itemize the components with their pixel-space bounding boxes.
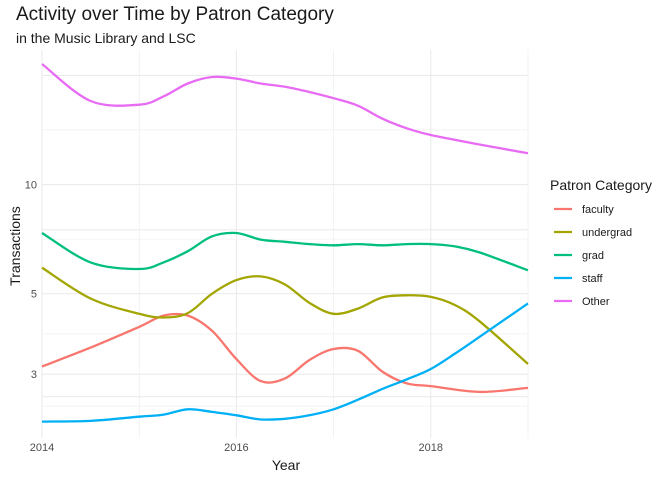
x-axis-ticks: 2014 2016 2018 [30, 442, 443, 454]
major-gridlines [41, 50, 528, 438]
legend-label-undergrad: undergrad [582, 227, 632, 239]
series-line-other [41, 63, 529, 155]
y-tick-label: 10 [25, 180, 37, 192]
y-axis-ticks: 3 5 10 [25, 180, 37, 382]
y-axis-title: Transactions [7, 206, 23, 286]
legend-label-other: Other [582, 296, 610, 308]
x-axis-title: Year [272, 457, 301, 473]
minor-gridlines [42, 50, 529, 438]
series-line-grad [41, 231, 529, 272]
legend-label-grad: grad [582, 250, 604, 262]
y-tick-label: 3 [31, 369, 37, 381]
x-tick-label: 2016 [224, 442, 248, 454]
legend: Patron Category faculty undergrad grad staf… [550, 177, 652, 308]
series-line-staff [41, 302, 529, 423]
x-tick-label: 2014 [30, 442, 54, 454]
legend-label-staff: staff [582, 273, 604, 285]
chart-subtitle: in the Music Library and LSC [16, 30, 196, 46]
series-line-undergrad [41, 266, 529, 365]
legend-label-faculty: faculty [582, 204, 614, 216]
series-lines [41, 63, 529, 423]
y-tick-label: 5 [31, 289, 37, 301]
x-tick-label: 2018 [419, 442, 443, 454]
chart-title: Activity over Time by Patron Category [16, 4, 334, 25]
legend-title: Patron Category [550, 177, 652, 193]
